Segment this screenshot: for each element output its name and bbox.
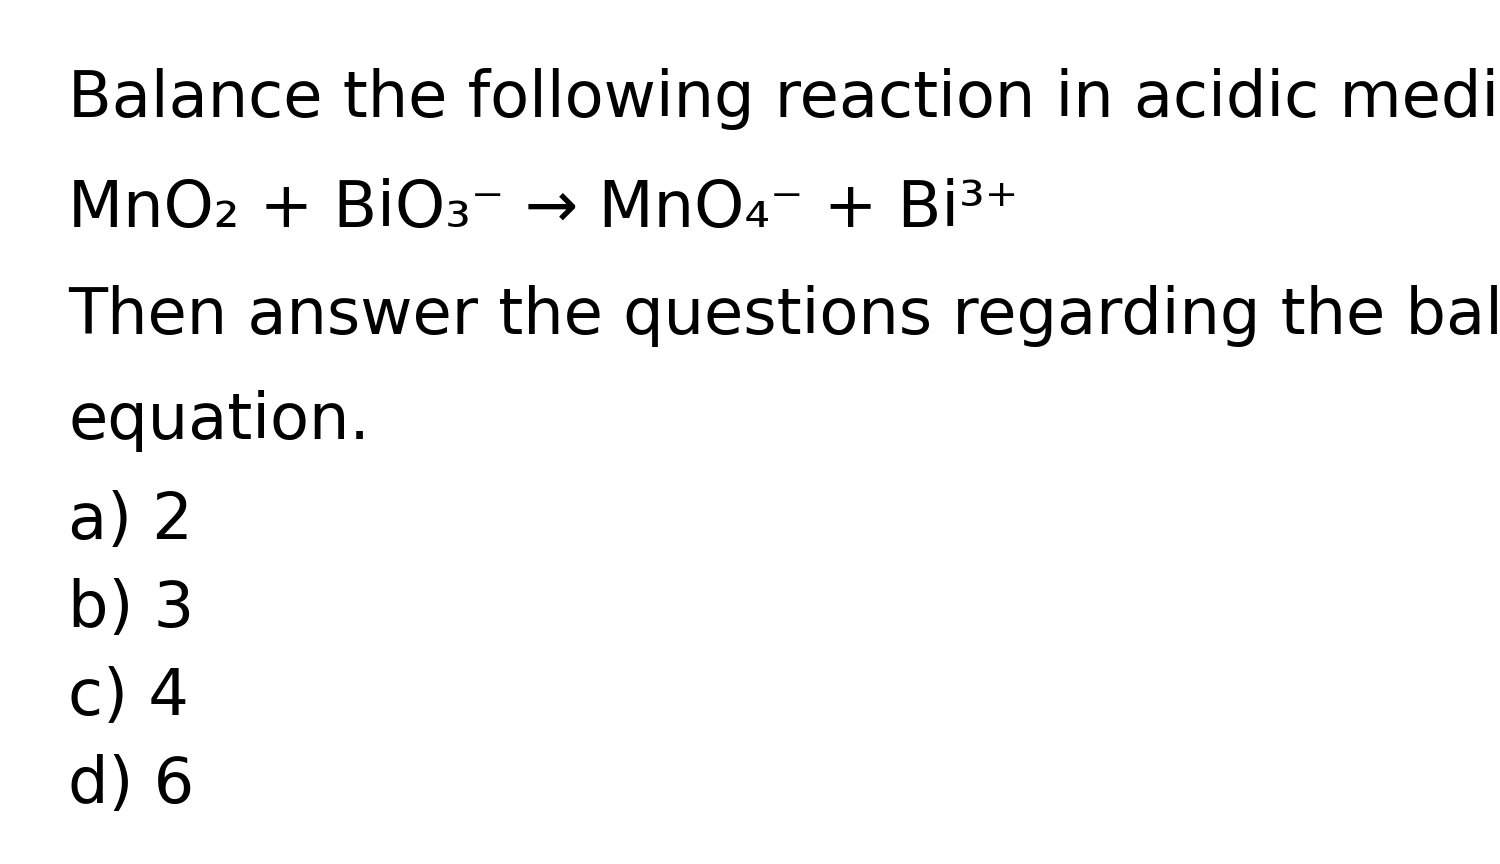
Text: d) 6: d) 6 bbox=[68, 754, 195, 816]
Text: c) 4: c) 4 bbox=[68, 666, 189, 728]
Text: Balance the following reaction in acidic media:: Balance the following reaction in acidic… bbox=[68, 68, 1500, 130]
Text: a) 2: a) 2 bbox=[68, 490, 194, 552]
Text: b) 3: b) 3 bbox=[68, 578, 195, 640]
Text: MnO₂ + BiO₃⁻ → MnO₄⁻ + Bi³⁺: MnO₂ + BiO₃⁻ → MnO₄⁻ + Bi³⁺ bbox=[68, 178, 1018, 240]
Text: equation.: equation. bbox=[68, 390, 369, 452]
Text: Then answer the questions regarding the balanced: Then answer the questions regarding the … bbox=[68, 285, 1500, 347]
